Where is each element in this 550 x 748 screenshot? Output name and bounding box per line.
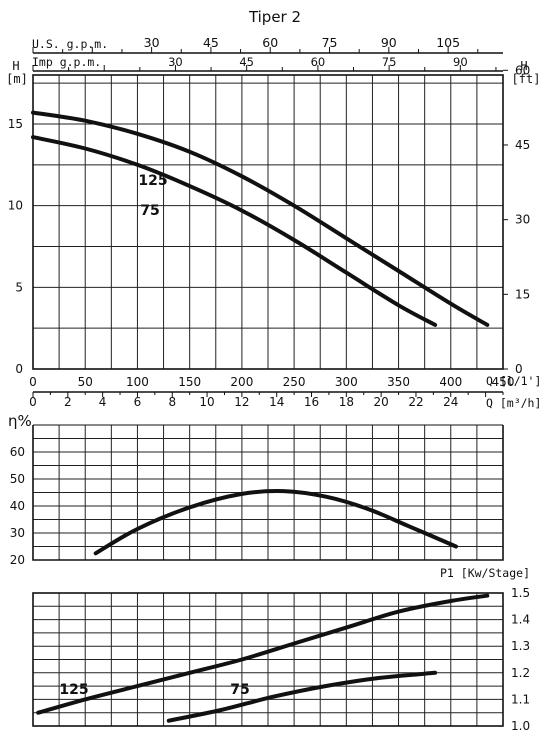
head-ft-tick-label: 15 bbox=[515, 287, 530, 301]
m3h-tick-label: 4 bbox=[99, 395, 107, 409]
impgpm-tick-label: 75 bbox=[382, 55, 397, 69]
y-axis-label-right: H bbox=[520, 59, 527, 73]
power-y-tick-label: 1.5 bbox=[511, 586, 530, 600]
q-tick-label: 0 bbox=[29, 375, 37, 389]
y-axis-unit-left: [m] bbox=[6, 72, 28, 86]
head-curve-125 bbox=[31, 110, 490, 327]
usgpm-tick-label: 90 bbox=[381, 35, 397, 50]
efficiency-y-tick-label: 60 bbox=[10, 445, 25, 459]
usgpm-tick-label: 75 bbox=[322, 35, 338, 50]
efficiency-y-tick-label: 40 bbox=[10, 499, 25, 513]
head-series-label-75: 75 bbox=[140, 203, 159, 219]
q-tick-label: 400 bbox=[439, 375, 462, 389]
m3h-tick-label: 20 bbox=[374, 395, 389, 409]
q-tick-label: 250 bbox=[283, 375, 306, 389]
power-y-tick-label: 1.0 bbox=[511, 719, 530, 733]
m3h-tick-label: 16 bbox=[304, 395, 319, 409]
power-series-label-125: 125 bbox=[59, 682, 88, 698]
head-ft-tick-label: 30 bbox=[515, 213, 530, 227]
q-tick-label: 100 bbox=[126, 375, 149, 389]
power-y-label: P1 [Kw/Stage] bbox=[440, 566, 530, 580]
head-ft-tick-label: 0 bbox=[515, 362, 523, 376]
usgpm-tick-label: 105 bbox=[436, 35, 460, 50]
efficiency-y-tick-label: 20 bbox=[10, 553, 25, 567]
power-y-tick-label: 1.4 bbox=[511, 613, 530, 627]
m3h-tick-label: 10 bbox=[199, 395, 214, 409]
q-tick-label: 200 bbox=[230, 375, 253, 389]
m3h-tick-label: 12 bbox=[234, 395, 249, 409]
m3h-tick-label: 24 bbox=[443, 395, 458, 409]
m3h-tick-label: 18 bbox=[339, 395, 354, 409]
efficiency-y-tick-label: 30 bbox=[10, 526, 25, 540]
q-tick-label: 350 bbox=[387, 375, 410, 389]
m3h-tick-label: 6 bbox=[134, 395, 142, 409]
head-ft-tick-label: 45 bbox=[515, 138, 530, 152]
usgpm-tick-label: 30 bbox=[144, 35, 160, 50]
power-y-tick-label: 1.3 bbox=[511, 639, 530, 653]
y-axis-label-left: H bbox=[12, 59, 19, 73]
power-series-label-75: 75 bbox=[230, 682, 249, 698]
impgpm-label: Imp g.p.m. bbox=[32, 55, 101, 69]
q-tick-label: 450 bbox=[492, 375, 515, 389]
impgpm-tick-label: 30 bbox=[168, 55, 183, 69]
usgpm-tick-label: 45 bbox=[203, 35, 219, 50]
efficiency-y-label: η% bbox=[8, 412, 32, 430]
efficiency-curve bbox=[93, 488, 458, 556]
head-series-label-125: 125 bbox=[138, 173, 167, 189]
head-curve-75 bbox=[31, 135, 438, 327]
impgpm-tick-label: 45 bbox=[239, 55, 254, 69]
m3h-tick-label: 22 bbox=[408, 395, 423, 409]
efficiency-plot-frame bbox=[32, 425, 504, 561]
m3h-tick-label: 0 bbox=[29, 395, 37, 409]
impgpm-tick-label: 60 bbox=[311, 55, 326, 69]
y-axis-unit-right: [ft] bbox=[512, 72, 541, 86]
power-y-tick-label: 1.2 bbox=[511, 666, 530, 680]
head-plot-frame bbox=[32, 74, 504, 370]
head-ft-tick-label: 60 bbox=[515, 63, 530, 77]
usgpm-tick-label: 60 bbox=[262, 35, 278, 50]
power-plot-frame bbox=[32, 592, 504, 727]
power-curve-125 bbox=[36, 593, 490, 715]
efficiency-y-tick-label: 50 bbox=[10, 472, 25, 486]
q-tick-label: 300 bbox=[335, 375, 358, 389]
head-y-tick-label: 5 bbox=[15, 280, 23, 294]
q-tick-label: 150 bbox=[178, 375, 201, 389]
impgpm-tick-label: 90 bbox=[453, 55, 468, 69]
m3h-tick-label: 8 bbox=[168, 395, 176, 409]
head-y-tick-label: 0 bbox=[15, 362, 23, 376]
power-y-tick-label: 1.1 bbox=[511, 692, 530, 706]
chart-title: Tiper 2 bbox=[248, 8, 301, 26]
head-y-tick-label: 15 bbox=[8, 117, 23, 131]
m3h-tick-label: 14 bbox=[269, 395, 284, 409]
x-axis-label-q: Q [l/1'] bbox=[486, 374, 541, 388]
usgpm-label: U.S. g.p.m. bbox=[32, 37, 108, 51]
power-curve-75 bbox=[166, 670, 438, 723]
q-tick-label: 50 bbox=[78, 375, 93, 389]
head-y-tick-label: 10 bbox=[8, 199, 23, 213]
x-axis-label-m3h: Q [m³/h] bbox=[486, 396, 541, 410]
m3h-tick-label: 2 bbox=[64, 395, 72, 409]
